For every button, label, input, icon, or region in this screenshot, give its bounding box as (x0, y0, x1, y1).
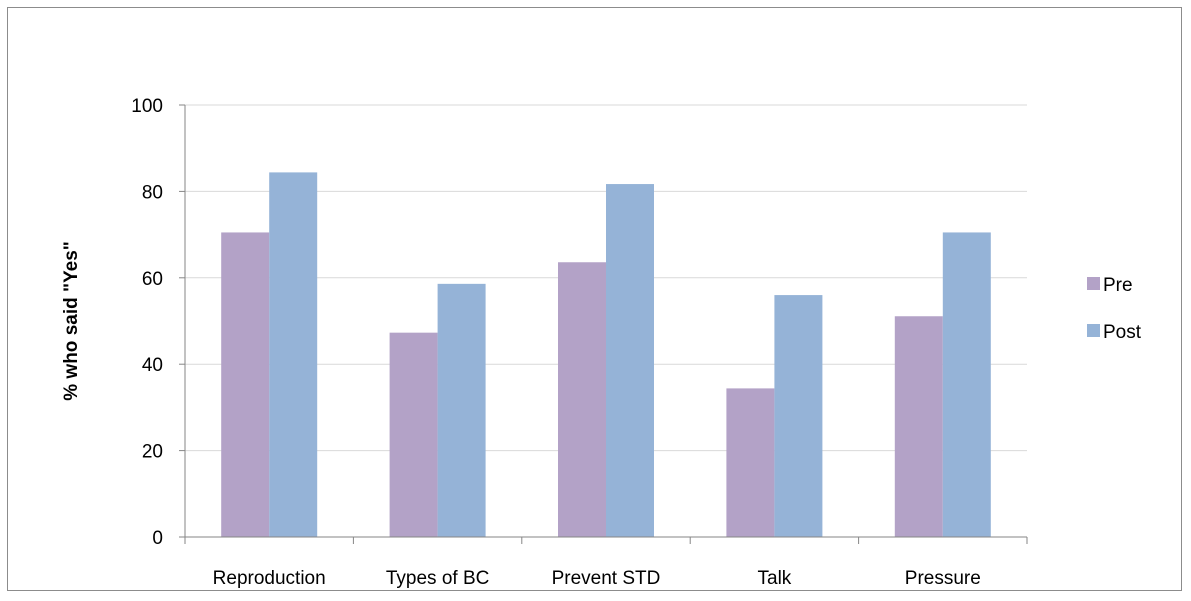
legend-label-pre: Pre (1103, 275, 1133, 296)
y-tick-label: 100 (131, 96, 163, 117)
axes (179, 104, 1028, 544)
x-tick-label: Pressure (905, 568, 981, 589)
bar-post-1 (437, 283, 486, 537)
bar-pre-3 (726, 388, 775, 537)
x-tick-label: Prevent STD (552, 568, 661, 589)
y-tick-label: 80 (142, 182, 163, 203)
bar-post-4 (942, 232, 991, 537)
bar-post-2 (606, 184, 654, 537)
x-tick-label: Types of BC (386, 568, 490, 589)
y-tick-label: 0 (152, 528, 163, 549)
y-tick-label: 60 (142, 269, 163, 290)
bar-pre-4 (894, 316, 943, 537)
bar-pre-2 (558, 262, 606, 537)
x-tick-label: Reproduction (213, 568, 326, 589)
legend-swatch-pre (1087, 277, 1100, 290)
x-tick-labels: Reproduction Types of BC Prevent STD Talk Pr… (213, 568, 981, 589)
bars (221, 172, 991, 537)
bar-post-3 (774, 295, 823, 537)
x-tick-label: Talk (758, 568, 792, 589)
legend: Pre Post (1087, 275, 1142, 343)
y-tick-labels: 0 20 40 60 80 100 (131, 96, 163, 549)
bar-pre-1 (389, 332, 438, 537)
y-tick-label: 40 (142, 355, 163, 376)
y-axis-title: % who said "Yes" (61, 241, 82, 401)
y-tick-label: 20 (142, 442, 163, 463)
bar-pre-0 (221, 232, 270, 537)
legend-label-post: Post (1103, 322, 1142, 343)
legend-swatch-post (1087, 324, 1100, 337)
bar-post-0 (269, 172, 318, 537)
